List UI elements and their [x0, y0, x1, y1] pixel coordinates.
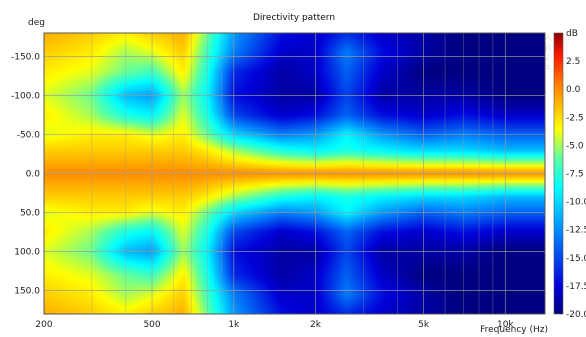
- y-tick-label: 100.0: [14, 248, 40, 258]
- x-axis-ticks: 200 500 1k 2k 5k 10k: [35, 320, 514, 330]
- x-tick-label: 500: [143, 320, 160, 330]
- colorbar-tick-label: -20.0: [566, 310, 586, 320]
- y-axis-ticks: -150.0 -100.0 -50.0 0.0 50.0 100.0 150.0: [11, 52, 40, 296]
- colorbar-tick-label: 2.5: [566, 57, 580, 67]
- colorbar-tick-label: 0.0: [566, 85, 581, 95]
- y-tick-label: -100.0: [11, 91, 40, 101]
- colorbar-tick-label: -17.5: [566, 282, 586, 292]
- colorbar-unit: dB: [566, 29, 578, 39]
- x-tick-label: 1k: [228, 320, 240, 330]
- x-axis-label: Frequency (Hz): [480, 325, 548, 335]
- y-tick-label: 50.0: [20, 209, 40, 219]
- y-axis-label: deg: [28, 18, 45, 28]
- x-tick-label: 200: [35, 320, 52, 330]
- grid-lines: [43, 33, 545, 314]
- watermark-letter: R: [545, 44, 551, 54]
- chart-title: Directivity pattern: [253, 13, 335, 23]
- colorbar: [553, 32, 564, 315]
- plot-frame: [43, 32, 546, 315]
- watermark-letter: A: [545, 34, 552, 44]
- colorbar-tick-label: -2.5: [566, 113, 584, 123]
- x-tick-label: 10k: [497, 320, 514, 330]
- watermark-letter: T: [544, 54, 551, 64]
- x-tick-label: 5k: [418, 320, 430, 330]
- colorbar-tick-label: -10.0: [566, 198, 586, 208]
- colorbar-tick-label: -5.0: [566, 141, 584, 151]
- y-tick-label: 150.0: [14, 287, 40, 297]
- colorbar-ticks: 2.5 0.0 -2.5 -5.0 -7.5 -10.0 -12.5 -15.0 -17.5 -2…: [566, 57, 586, 320]
- colorbar-gradient: [553, 32, 564, 315]
- y-tick-label: -50.0: [17, 130, 41, 140]
- y-tick-label: -150.0: [11, 52, 40, 62]
- x-tick-label: 2k: [310, 320, 322, 330]
- watermark-letter: A: [545, 64, 552, 74]
- y-tick-label: 0.0: [26, 170, 41, 180]
- colorbar-tick-label: -7.5: [566, 170, 584, 180]
- colorbar-tick-label: -15.0: [566, 254, 586, 264]
- colorbar-tick-label: -12.5: [566, 226, 586, 236]
